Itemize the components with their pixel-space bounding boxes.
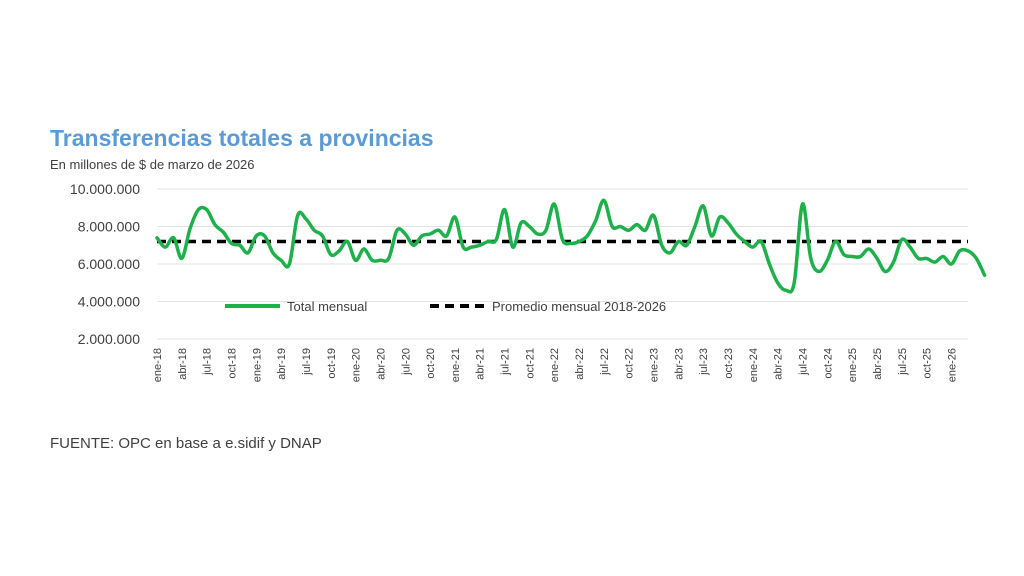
chart-source: FUENTE: OPC en base a e.sidif y DNAP <box>50 435 322 452</box>
x-tick-label: jul-24 <box>797 348 809 376</box>
x-tick-label: oct-23 <box>723 348 735 379</box>
x-tick-label: ene-22 <box>549 348 561 382</box>
x-tick-label: ene-25 <box>847 348 859 382</box>
x-axis-ticks: ene-18 abr-18 jul-18 oct-18 ene-19 abr-19 jul-… <box>152 348 958 382</box>
x-tick-label: ene-21 <box>450 348 462 382</box>
x-tick-label: jul-20 <box>400 348 412 376</box>
x-tick-label: abr-25 <box>872 348 884 380</box>
x-tick-label: oct-20 <box>425 348 437 379</box>
x-tick-label: ene-18 <box>152 348 164 382</box>
x-tick-label: oct-19 <box>326 348 338 379</box>
x-tick-label: oct-21 <box>524 348 536 379</box>
x-tick-label: oct-24 <box>822 348 834 379</box>
chart-subtitle: En millones de $ de marzo de 2026 <box>50 157 255 172</box>
y-tick-label: 8.000.000 <box>78 219 140 235</box>
x-tick-label: oct-18 <box>226 348 238 379</box>
x-tick-label: ene-19 <box>251 348 263 382</box>
chart-title: Transferencias totales a provincias <box>50 125 434 151</box>
grid-layer <box>157 188 968 340</box>
y-tick-label: 4.000.000 <box>78 294 140 310</box>
x-tick-label: ene-26 <box>946 348 958 382</box>
x-tick-label: ene-20 <box>351 348 363 382</box>
series-line-total-mensual <box>155 198 987 294</box>
y-tick-label: 2.000.000 <box>78 331 140 347</box>
legend: Total mensual Promedio mensual 2018-2026 <box>225 299 666 314</box>
x-tick-label: jul-18 <box>202 348 214 376</box>
x-tick-label: abr-22 <box>574 348 586 380</box>
series-layer <box>155 198 987 294</box>
x-tick-label: jul-22 <box>599 348 611 376</box>
x-tick-label: jul-19 <box>301 348 313 376</box>
x-tick-label: jul-25 <box>897 348 909 376</box>
x-tick-label: jul-23 <box>698 348 710 376</box>
x-tick-label: oct-25 <box>922 348 934 379</box>
x-tick-label: jul-21 <box>500 348 512 376</box>
x-tick-label: oct-22 <box>624 348 636 379</box>
y-tick-label: 6.000.000 <box>78 256 140 272</box>
x-tick-label: ene-24 <box>748 348 760 382</box>
legend-label-promedio: Promedio mensual 2018-2026 <box>492 299 666 314</box>
x-tick-label: ene-23 <box>649 348 661 382</box>
x-tick-label: abr-18 <box>177 348 189 380</box>
x-tick-label: abr-23 <box>673 348 685 380</box>
x-tick-label: abr-21 <box>475 348 487 380</box>
x-tick-label: abr-20 <box>375 348 387 380</box>
y-axis-ticks: 2.000.000 4.000.000 6.000.000 8.000.000 10.0… <box>70 181 140 347</box>
legend-label-total-mensual: Total mensual <box>287 299 367 314</box>
y-tick-label: 10.000.000 <box>70 181 140 197</box>
x-tick-label: abr-19 <box>276 348 288 380</box>
x-tick-label: abr-24 <box>773 348 785 380</box>
